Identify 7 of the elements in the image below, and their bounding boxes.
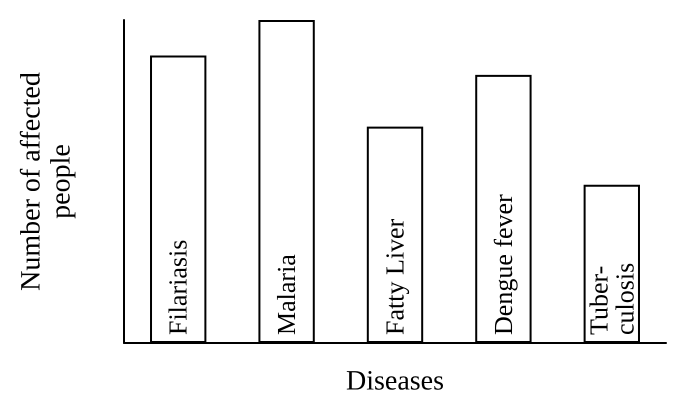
x-tick-label: Malaria (272, 254, 302, 335)
x-tick-label: Filariasis (164, 240, 193, 335)
x-axis-title: Diseases (346, 366, 444, 396)
y-axis-title: Number of affected people (16, 72, 76, 291)
x-tick-label: Tuber- culosis (584, 262, 640, 335)
x-tick-label: Fatty Liver (380, 218, 410, 335)
x-tick-label: Dengue fever (488, 194, 518, 335)
